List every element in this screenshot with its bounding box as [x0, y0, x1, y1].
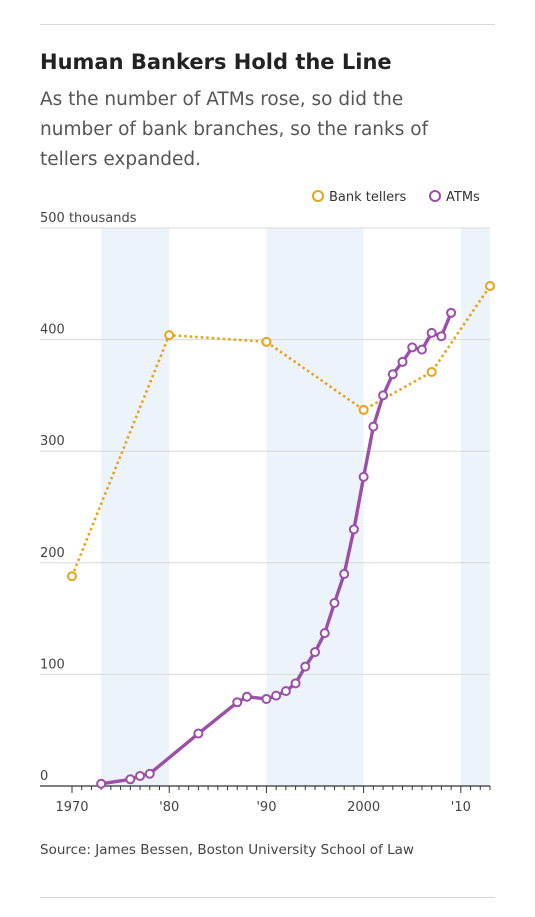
- legend-label-0: Bank tellers: [329, 190, 406, 205]
- data-point: [446, 307, 457, 318]
- data-point: [290, 678, 301, 689]
- x-tick-label: '80: [159, 800, 179, 815]
- data-point: [125, 774, 136, 785]
- top-divider: [40, 24, 495, 25]
- data-point: [426, 327, 437, 338]
- data-point: [397, 356, 408, 367]
- x-tick-label: 1970: [55, 800, 88, 815]
- data-point: [416, 344, 427, 355]
- data-point: [67, 571, 77, 582]
- data-point: [426, 366, 437, 377]
- y-tick-label: 0: [40, 769, 48, 784]
- y-tick-label: 400: [40, 323, 65, 338]
- data-point: [232, 697, 243, 708]
- chart-subtitle: As the number of ATMs rose, so did the n…: [40, 89, 429, 170]
- data-point: [271, 690, 282, 701]
- data-point: [300, 661, 311, 672]
- data-point: [164, 330, 175, 341]
- legend-marker-1: [429, 190, 441, 202]
- data-point: [485, 281, 495, 292]
- y-tick-label: 300: [40, 434, 65, 449]
- data-point: [261, 693, 272, 704]
- shaded-band-0: [101, 228, 170, 786]
- data-point: [358, 471, 369, 482]
- y-tick-label: 200: [40, 546, 65, 561]
- x-tick-label: '90: [256, 800, 276, 815]
- x-axis: 1970 '80 '90 2000 '10: [40, 785, 491, 815]
- bottom-divider: [40, 897, 495, 898]
- data-point: [241, 691, 252, 702]
- data-point: [261, 336, 272, 347]
- data-point: [319, 628, 330, 639]
- data-point: [348, 524, 359, 535]
- chart-title: Human Bankers Hold the Line: [40, 50, 392, 74]
- data-point: [329, 597, 340, 608]
- x-tick-label: '10: [451, 800, 471, 815]
- data-point: [358, 404, 369, 415]
- y-axis-ticks: 0 100 200 300 400: [40, 323, 65, 784]
- shaded-band-2: [460, 228, 490, 786]
- legend-label-1: ATMs: [446, 190, 480, 205]
- data-point: [193, 728, 204, 739]
- shaded-band-1: [266, 228, 364, 786]
- data-point: [368, 421, 379, 432]
- data-point: [407, 342, 418, 353]
- data-point: [436, 331, 447, 342]
- series-line-0: [70, 285, 492, 577]
- data-point: [96, 778, 107, 789]
- source-note: Source: James Bessen, Boston University …: [40, 842, 414, 858]
- data-point: [135, 770, 146, 781]
- data-point: [378, 390, 389, 401]
- data-point: [144, 768, 155, 779]
- y-axis-unit-label: 500 thousands: [40, 211, 137, 226]
- legend: Bank tellers ATMs: [312, 190, 480, 205]
- legend-marker-0: [312, 190, 324, 202]
- data-point: [339, 568, 350, 579]
- y-tick-label: 100: [40, 657, 65, 672]
- data-point: [280, 686, 291, 697]
- shaded-bands: [101, 228, 490, 786]
- series-layer: [67, 281, 495, 789]
- data-point: [310, 647, 321, 658]
- x-tick-label: 2000: [347, 800, 380, 815]
- data-point: [387, 369, 398, 380]
